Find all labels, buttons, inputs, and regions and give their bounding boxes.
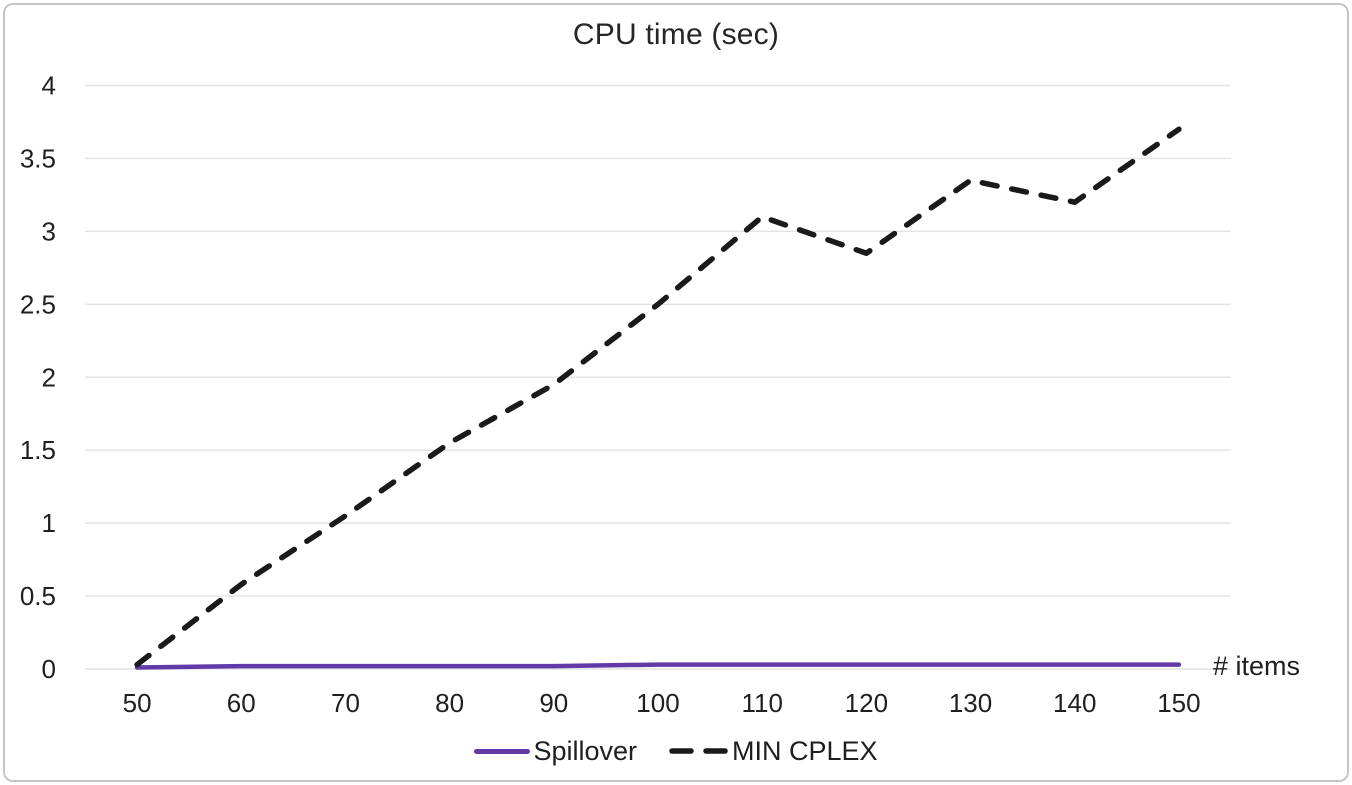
- x-tick-label: 50: [123, 688, 152, 718]
- legend-item-spillover: Spillover: [474, 736, 637, 767]
- y-tick-label: 0: [42, 654, 56, 684]
- series-line-spillover: [134, 662, 1182, 670]
- y-tick-label: 2: [42, 362, 56, 392]
- x-tick-label: 110: [741, 688, 782, 718]
- x-tick-label: 140: [1053, 688, 1096, 718]
- chart-title: CPU time (sec): [572, 18, 780, 51]
- x-tick-label: 70: [331, 688, 360, 718]
- x-tick-label: 100: [636, 688, 679, 718]
- y-tick-label: 4: [42, 71, 56, 101]
- y-tick-label: 0.5: [20, 581, 56, 611]
- y-tick-label: 1.5: [20, 435, 56, 465]
- x-tick-label: 80: [435, 688, 464, 718]
- y-tick-label: 2.5: [20, 289, 56, 319]
- series-line-min-cplex: [134, 126, 1182, 668]
- x-tick-label: 120: [845, 688, 888, 718]
- x-tick-label: 90: [539, 688, 568, 718]
- x-tick-label: 60: [227, 688, 256, 718]
- y-tick-label: 1: [42, 508, 56, 538]
- min-cplex-line-swatch: [669, 748, 729, 754]
- legend: Spillover MIN CPLEX: [0, 730, 1352, 772]
- x-tick-label: 130: [949, 688, 992, 718]
- legend-item-min-cplex: MIN CPLEX: [667, 736, 878, 767]
- legend-label-spillover: Spillover: [533, 735, 637, 766]
- legend-label-min-cplex: MIN CPLEX: [732, 735, 878, 766]
- spillover-line-swatch: [474, 748, 531, 754]
- y-tick-label: 3.5: [20, 143, 56, 173]
- y-tick-label: 3: [42, 216, 56, 246]
- x-axis-title: # items: [1213, 651, 1301, 681]
- x-tick-label: 150: [1157, 688, 1200, 718]
